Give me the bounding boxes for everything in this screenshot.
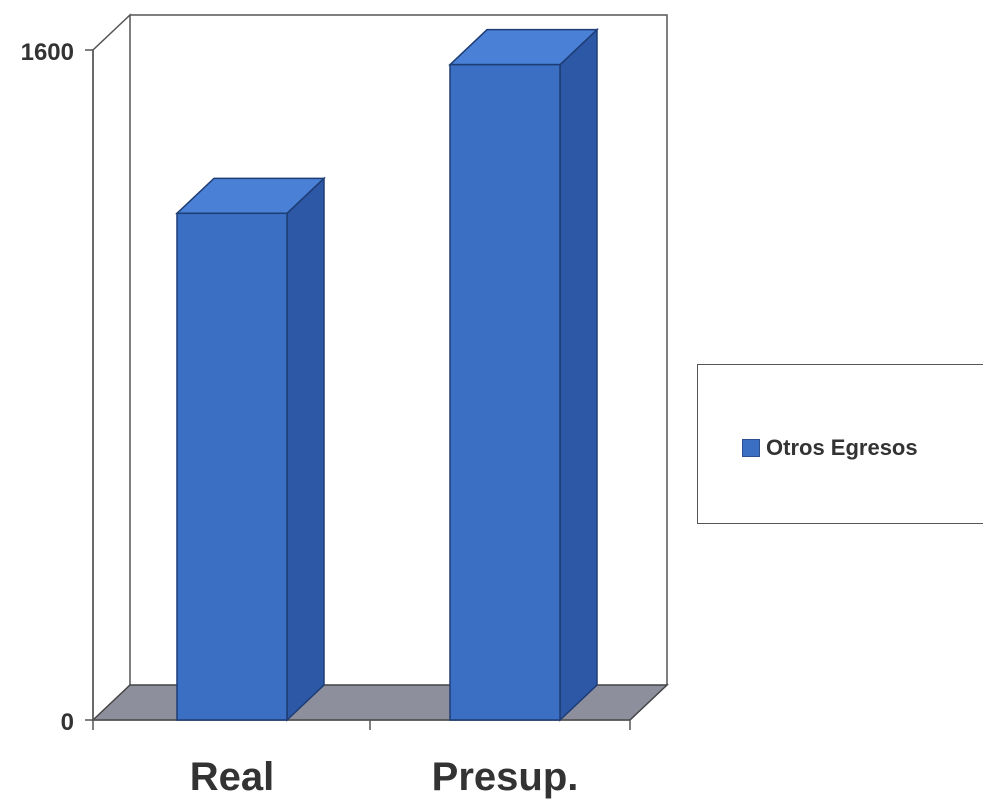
back-wall bbox=[130, 14, 668, 685]
legend: Otros Egresos bbox=[697, 364, 983, 524]
bar-side bbox=[286, 176, 325, 722]
chart-walls bbox=[92, 13, 668, 720]
category-label-real: Real bbox=[190, 755, 275, 799]
x-axis-categories: Real Presup. bbox=[190, 755, 579, 799]
bar-side bbox=[559, 27, 598, 722]
chart-bars bbox=[175, 27, 599, 722]
y-tick-label-max: 1600 bbox=[21, 39, 74, 66]
legend-label: Otros Egresos bbox=[766, 435, 918, 460]
y-axis-ticks: 1600 0 bbox=[21, 39, 74, 736]
bar-real bbox=[175, 176, 326, 722]
bar-presup bbox=[448, 27, 599, 722]
bar-front bbox=[176, 212, 288, 721]
legend-swatch bbox=[742, 439, 760, 457]
bar-front bbox=[449, 63, 561, 721]
legend-item-otros-egresos: Otros Egresos bbox=[742, 435, 918, 461]
category-label-presup: Presup. bbox=[432, 755, 579, 799]
y-tick-label-min: 0 bbox=[61, 709, 74, 736]
left-wall bbox=[92, 13, 131, 720]
